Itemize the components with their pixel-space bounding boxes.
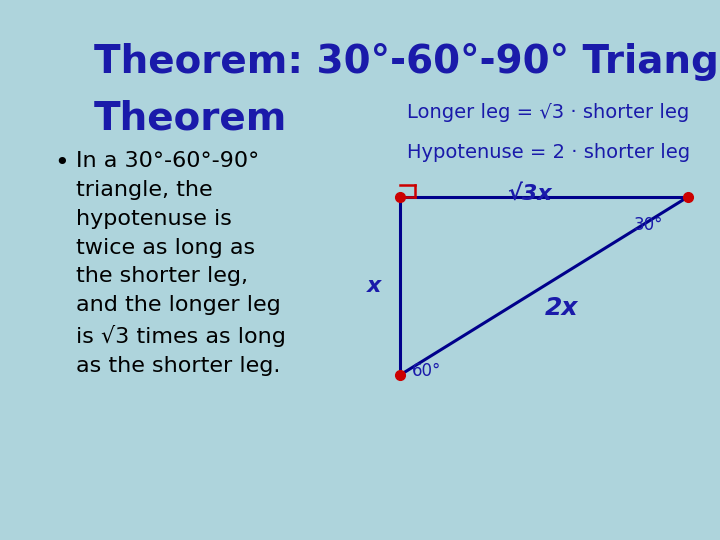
Text: 2x: 2x <box>545 296 578 320</box>
Text: √3x: √3x <box>507 184 552 204</box>
Text: x: x <box>367 276 382 296</box>
Text: Longer leg = √3 · shorter leg: Longer leg = √3 · shorter leg <box>407 103 689 122</box>
Text: •: • <box>54 151 68 175</box>
Text: Theorem: 30°-60°-90° Triangle: Theorem: 30°-60°-90° Triangle <box>94 43 720 81</box>
Text: Theorem: Theorem <box>94 100 287 138</box>
Text: In a 30°-60°-90°
triangle, the
hypotenuse is
twice as long as
the shorter leg,
a: In a 30°-60°-90° triangle, the hypotenus… <box>76 151 285 376</box>
Text: Hypotenuse = 2 · shorter leg: Hypotenuse = 2 · shorter leg <box>407 143 690 162</box>
Text: 30°: 30° <box>634 216 663 234</box>
Text: 60°: 60° <box>412 362 441 380</box>
